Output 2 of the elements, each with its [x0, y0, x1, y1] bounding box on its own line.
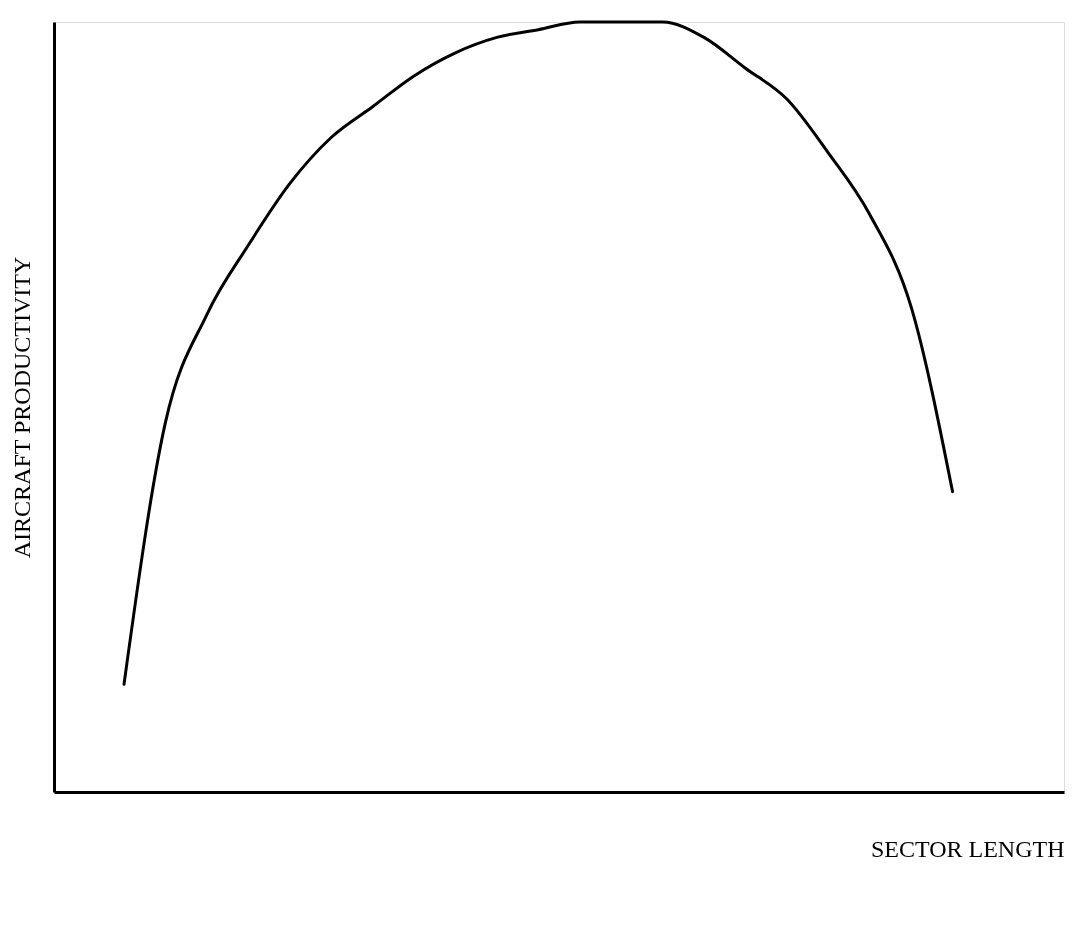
- y-axis-title: AIRCRAFT PRODUCTIVITY: [8, 256, 35, 559]
- x-axis-title: SECTOR LENGTH: [870, 835, 1065, 862]
